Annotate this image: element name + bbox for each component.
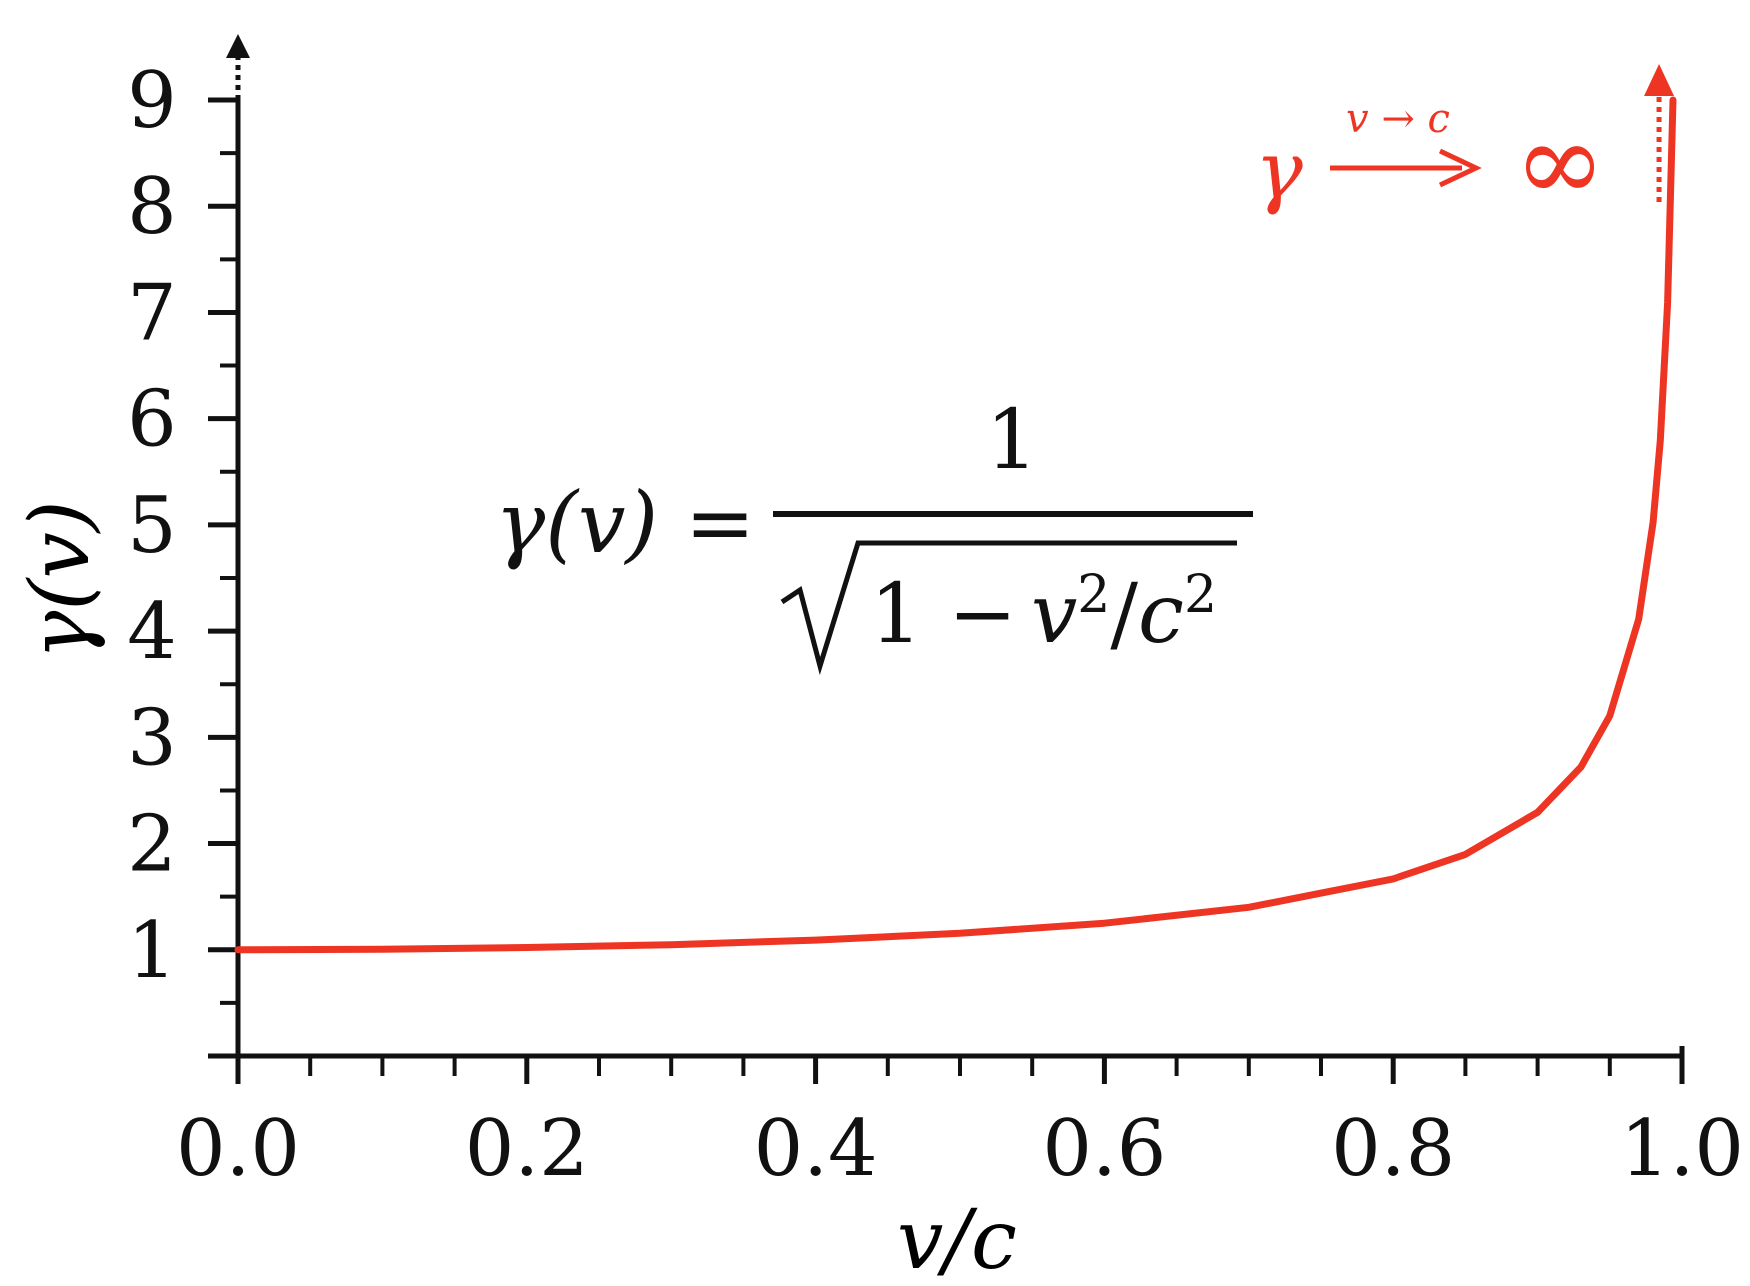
series-line-gamma: [234, 96, 1677, 954]
divergence-arrow-head: [1644, 64, 1675, 96]
formula-denominator: 1 − v2/c2: [870, 565, 1217, 662]
x-tick-label: 0.2: [465, 1104, 589, 1194]
y-tick-label: 2: [127, 800, 177, 890]
y-tick-label: 7: [127, 268, 177, 358]
plot-layer: 0.0 0.2 0.4 0.6 0.8 1.0 1 2 3 4 5 6 7 8 9: [127, 34, 1744, 1194]
sqrt-sign: [780, 540, 1237, 676]
formula-annotation: γ(v) = 1 1 − v2/c2: [495, 393, 1253, 676]
x-axis-label: v/c: [897, 1193, 1017, 1286]
y-tick-label: 9: [127, 56, 177, 146]
limit-condition: v → c: [1346, 96, 1450, 142]
y-tick-label: 5: [127, 481, 177, 571]
y-tick-label: 6: [127, 375, 177, 465]
x-tick-label: 0.6: [1042, 1104, 1166, 1194]
y-tick-label: 1: [127, 906, 177, 996]
formula-numerator: 1: [986, 393, 1038, 488]
x-tick-label: 0.0: [176, 1104, 300, 1194]
limit-infinity: ∞: [1514, 98, 1606, 226]
y-tick-label: 3: [127, 693, 177, 783]
x-tick-label: 1.0: [1620, 1104, 1744, 1194]
limit-arrow-head: [1438, 148, 1482, 188]
limit-annotation: γ v → c ∞: [1255, 96, 1606, 226]
y-axis-label: γ(v): [13, 500, 108, 659]
y-tick-label: 8: [127, 162, 177, 252]
y-tick-label: 4: [127, 587, 177, 677]
y-axis-arrow-head: [226, 34, 250, 58]
formula-lhs: γ(v) =: [495, 474, 755, 572]
limit-gamma: γ: [1255, 124, 1303, 217]
x-tick-label: 0.8: [1331, 1104, 1455, 1194]
x-tick-label: 0.4: [754, 1104, 878, 1194]
